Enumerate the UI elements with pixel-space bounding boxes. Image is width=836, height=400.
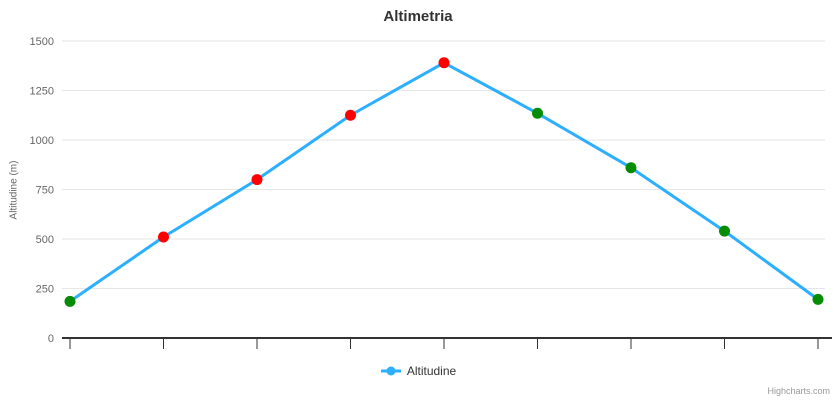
series-line-altitudine [68, 61, 820, 303]
data-point-marker[interactable] [812, 293, 824, 305]
data-point-marker[interactable] [532, 107, 543, 119]
highcharts-credits-link[interactable]: Highcharts.com [767, 386, 830, 396]
chart-title: Altimetria [383, 8, 453, 25]
y-axis-tick-label: 250 [36, 284, 54, 296]
data-point-marker[interactable] [251, 174, 263, 186]
data-point-marker[interactable] [158, 231, 169, 243]
y-axis-tick-label: 750 [36, 185, 54, 197]
legend-label: Altitudine [406, 364, 457, 378]
data-point-marker[interactable] [625, 162, 637, 174]
data-point-marker[interactable] [345, 109, 356, 121]
data-point-marker[interactable] [64, 295, 76, 307]
y-axis-tick-label: 1250 [30, 86, 54, 98]
y-axis-tick-label: 0 [48, 333, 54, 345]
y-axis-tick-label: 1000 [30, 135, 54, 147]
data-point-marker[interactable] [438, 57, 450, 69]
data-point-marker[interactable] [719, 225, 730, 237]
y-axis-tick-label: 1500 [30, 36, 54, 48]
legend-item-altitudine[interactable]: Altitudine [0, 364, 836, 378]
y-axis-tick-label: 500 [36, 234, 54, 246]
legend-line-marker-icon [380, 366, 401, 376]
